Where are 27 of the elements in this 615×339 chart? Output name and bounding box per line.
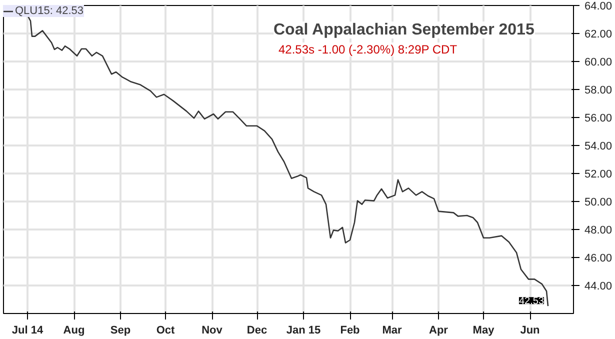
- y-tick-label: 56.00: [584, 112, 612, 124]
- text: 42.53s -1.00 (-2.30%) 8:29P CDT: [278, 42, 458, 56]
- y-tick-label: 58.00: [584, 84, 612, 96]
- x-tick-label: May: [472, 324, 496, 336]
- x-tick-label: Dec: [246, 324, 268, 336]
- legend-label: QLU15: 42.53: [15, 5, 84, 17]
- x-tick-label: Feb: [340, 324, 360, 336]
- x-tick-label: Jun: [520, 324, 540, 336]
- text: Coal Appalachian September 2015: [274, 22, 534, 38]
- x-tick-label: Apr: [429, 324, 449, 336]
- y-tick-label: 44.00: [584, 280, 612, 292]
- y-tick-label: 46.00: [584, 252, 612, 264]
- x-tick-label: Oct: [156, 324, 176, 336]
- x-tick-label: Aug: [63, 324, 85, 336]
- y-tick-label: 50.00: [584, 196, 612, 208]
- x-tick-label: Jul 14: [12, 324, 44, 336]
- y-tick-label: 60.00: [584, 56, 612, 68]
- y-tick-label: 62.00: [584, 28, 612, 40]
- x-tick-label: Nov: [202, 324, 224, 336]
- y-tick-label: 54.00: [584, 140, 612, 152]
- x-tick-label: Jan 15: [286, 324, 321, 336]
- y-tick-label: 64.00: [584, 0, 612, 12]
- line-series: [26, 14, 549, 307]
- x-tick-label: Mar: [382, 324, 402, 336]
- y-tick-label: 48.00: [584, 224, 612, 236]
- x-tick-label: Sep: [110, 324, 131, 336]
- y-tick-label: 52.00: [584, 168, 612, 180]
